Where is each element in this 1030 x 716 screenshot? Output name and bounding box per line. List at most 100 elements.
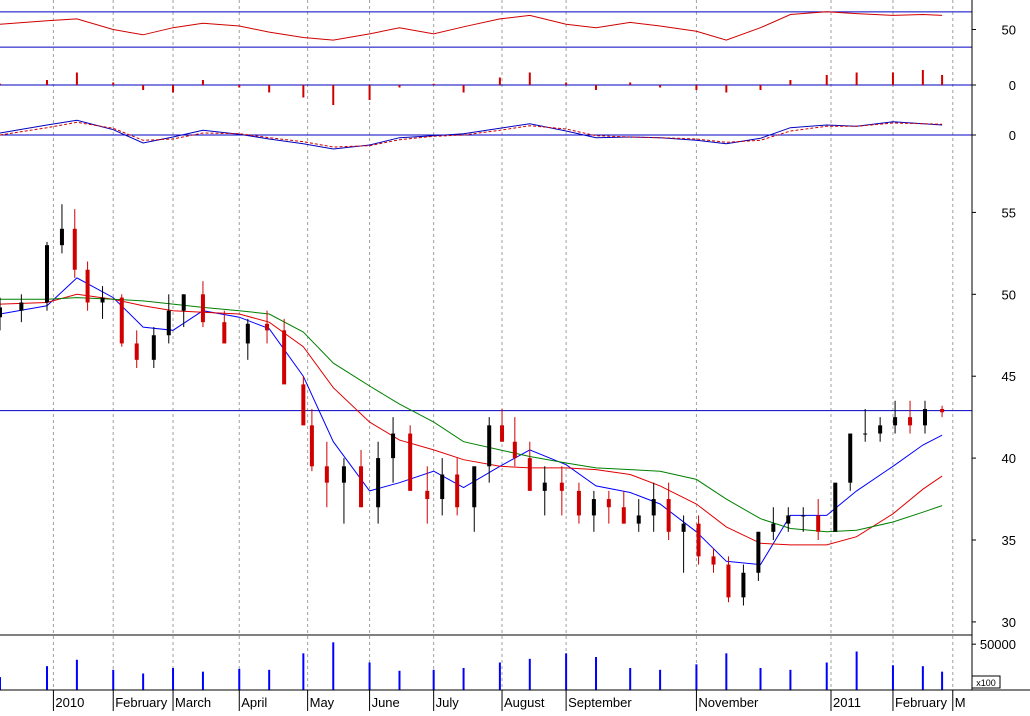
price-series-0 [0,277,943,566]
candle-body-38 [621,507,626,524]
candle-7 [119,294,124,347]
candle-16 [282,318,287,385]
macd-series-1 [0,121,943,148]
candle-body-8 [134,343,139,360]
candle-body-50 [801,515,806,517]
candle-0 [0,297,2,331]
candle-body-46 [741,572,746,598]
candle-57 [908,400,913,434]
candle-40 [651,482,656,532]
candle-body-15 [265,323,270,331]
candle-body-31 [512,441,517,459]
candle-body-16 [282,330,287,385]
candle-body-17 [301,384,306,426]
volume-ytick-label-0: 50000 [980,637,1016,652]
candle-12 [200,281,205,328]
candle-body-7 [119,297,124,344]
price-ytick-label-3: 45 [1002,369,1016,384]
candle-26 [440,458,445,516]
volume-unit-box [971,675,1001,689]
candle-4 [72,209,77,278]
candle-body-25 [425,490,430,500]
candle-25 [425,466,430,524]
y-axis-labels: 50 0 0 30 35 40 45 50 55 50000 x100 [971,23,1016,689]
candle-body-11 [181,294,186,311]
candle-body-40 [651,499,656,516]
price-ytick-label-0: 30 [1002,615,1016,630]
candle-5 [85,261,90,311]
momentum-panel [0,70,972,105]
xtick-label-3: April [241,695,267,710]
candle-body-57 [908,417,913,426]
candle-body-59 [940,408,945,413]
candle-8 [134,330,139,369]
candle-11 [181,294,186,328]
candle-body-28 [472,466,477,508]
candle-1 [19,294,24,323]
candle-body-6 [100,297,105,303]
candle-30 [500,408,505,442]
x-gridlines [52,0,954,690]
candle-9 [151,327,156,369]
candle-body-0 [0,307,2,318]
candle-body-56 [893,417,898,426]
candle-35 [576,482,581,524]
candle-3 [59,204,64,254]
candle-body-23 [391,433,396,459]
xtick-label-4: May [310,695,335,710]
volume-unit-label: x100 [976,678,996,688]
xtick-label-1: February [115,695,168,710]
candle-body-4 [72,228,77,270]
rsi-panel [0,11,972,48]
candle-body-49 [786,515,791,524]
candle-body-48 [771,523,776,532]
candle-body-55 [878,425,883,434]
candle-body-39 [636,515,641,524]
candle-body-1 [19,302,24,311]
candle-15 [265,310,270,344]
xtick-label-2: March [175,695,211,710]
xtick-label-11: February [895,695,948,710]
candle-body-3 [59,228,64,246]
candle-body-12 [200,294,205,323]
candle-50 [801,507,806,532]
candle-17 [301,376,306,426]
price-ytick-label-2: 40 [1002,451,1016,466]
candle-body-53 [848,433,853,483]
xtick-label-8: September [568,695,632,710]
candle-10 [166,294,171,344]
price-series-1 [0,293,943,546]
xtick-label-7: August [504,695,545,710]
candle-body-20 [341,466,346,483]
candle-body-52 [833,482,838,532]
candle-body-41 [666,499,671,532]
candle-body-24 [408,433,413,491]
candle-body-5 [85,269,90,303]
candle-56 [893,400,898,434]
xtick-label-6: July [436,695,460,710]
candle-32 [527,441,532,491]
candle-body-44 [711,556,716,565]
candle-14 [245,318,250,360]
candle-55 [878,417,883,442]
candle-31 [512,417,517,467]
candle-6 [100,286,105,319]
candle-body-10 [166,310,171,336]
candle-body-47 [756,531,761,573]
candle-body-21 [359,466,364,508]
candle-29 [487,417,492,483]
candle-body-54 [863,433,868,435]
volume-panel [0,642,944,690]
candle-body-9 [151,335,156,360]
price-panel [0,204,972,606]
candle-18 [309,408,314,472]
price-ytick-label-5: 55 [1002,205,1016,220]
candle-body-33 [542,482,547,491]
candle-body-27 [455,474,460,508]
candle-20 [341,458,346,524]
candle-2 [44,241,49,311]
candle-38 [621,490,626,524]
candle-body-42 [681,523,686,532]
